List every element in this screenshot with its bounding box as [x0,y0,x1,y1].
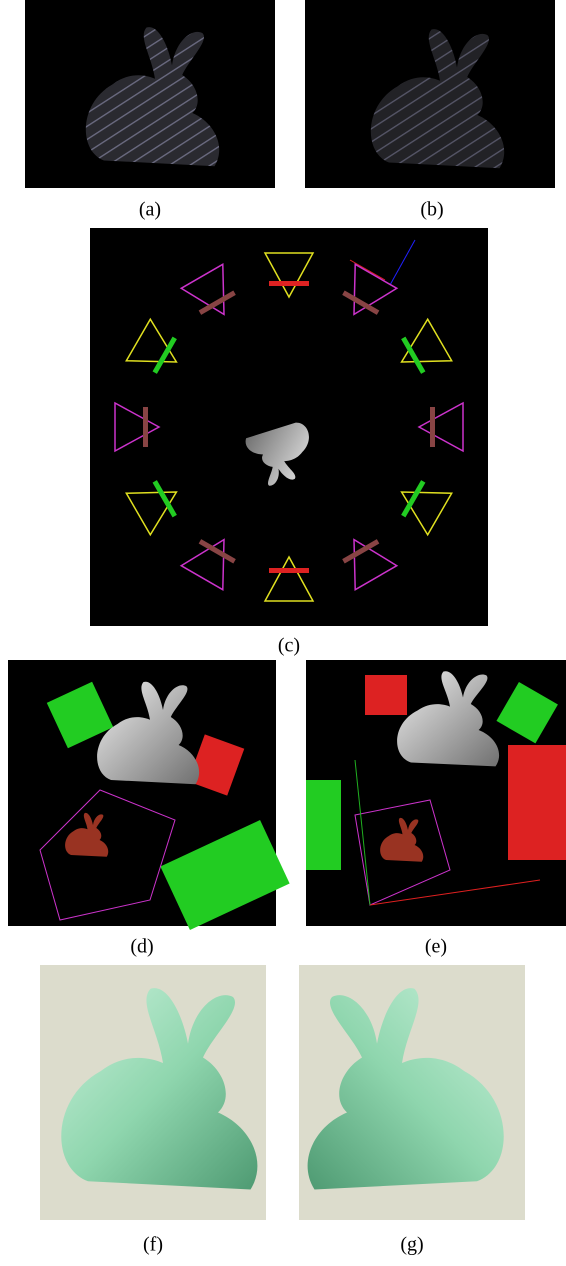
caption: (b) [420,199,443,221]
camera-plane [365,675,407,715]
caption: (a) [139,199,161,221]
camera-image [269,281,309,286]
camera-image [143,407,148,447]
caption: (c) [278,635,300,657]
caption: (f) [143,1234,163,1256]
camera-image [269,568,309,573]
camera-plane [306,780,341,870]
caption: (d) [130,936,153,958]
page: (a) (b) (c) (d) (e) (f) (g) (() => { con… [0,0,566,1266]
camera-plane [508,745,566,860]
caption: (g) [400,1234,423,1256]
figure: (a) (b) (c) (d) (e) (f) (g) [0,0,566,1266]
caption: (e) [425,936,447,958]
camera-image [430,407,435,447]
